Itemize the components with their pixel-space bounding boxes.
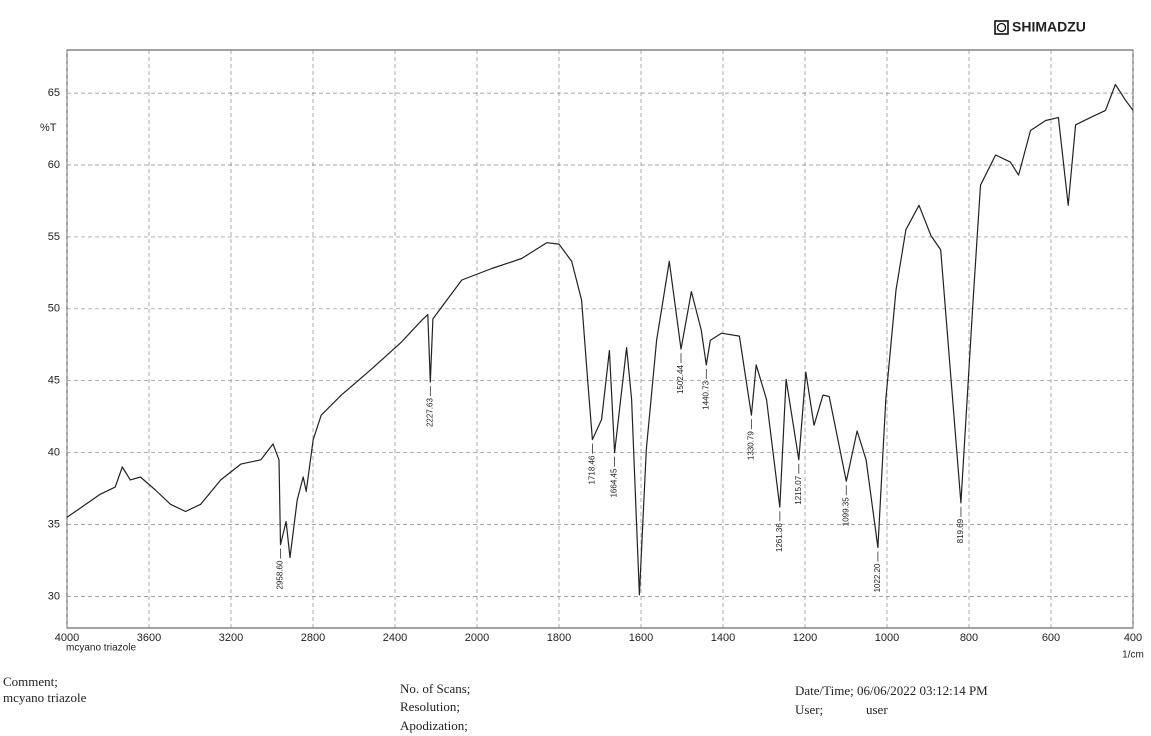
logo-box	[994, 20, 1009, 35]
brand-logo: SHIMADZU	[994, 19, 1086, 35]
x-axis-label: 1/cm	[1122, 650, 1144, 661]
x-tick-label: 1000	[875, 632, 899, 644]
y-tick-label: 60	[48, 159, 60, 171]
peak-label: 1440.73	[701, 380, 710, 409]
x-tick-label: 3600	[137, 632, 161, 644]
user-label: User;	[795, 702, 823, 717]
y-tick-label: 45	[48, 375, 60, 387]
scans: No. of Scans;	[400, 681, 470, 696]
logo-circle	[996, 22, 1007, 33]
y-tick-label: 35	[48, 518, 60, 530]
y-axis-label: %T	[40, 122, 57, 134]
x-tick-label: 1400	[711, 632, 735, 644]
spectrum-line	[66, 83, 1134, 596]
x-tick-label: 4000	[55, 632, 79, 644]
peak-label: 1718.46	[588, 455, 597, 484]
y-tick-label: 55	[48, 231, 60, 243]
x-tick-label: 600	[1042, 632, 1060, 644]
resolution: Resolution;	[400, 699, 460, 714]
plot-frame	[66, 49, 1134, 629]
y-tick-label: 65	[48, 87, 60, 99]
x-tick-label: 400	[1124, 632, 1142, 644]
x-tick-label: 2400	[383, 632, 407, 644]
x-tick-label: 1600	[629, 632, 653, 644]
peak-label: 1022.20	[873, 563, 882, 592]
brand-name: SHIMADZU	[1012, 19, 1086, 35]
datetime: Date/Time; 06/06/2022 03:12:14 PM	[795, 683, 988, 698]
peak-label: 1664.45	[610, 468, 619, 497]
comment-label: Comment;	[3, 674, 58, 689]
y-tick-label: 30	[48, 590, 60, 602]
apodization: Apodization;	[400, 718, 468, 733]
sample-name: mcyano triazole	[66, 643, 136, 654]
y-tick-label: 40	[48, 446, 60, 458]
peak-label: 1099.35	[841, 497, 850, 526]
x-tick-label: 1800	[547, 632, 571, 644]
peak-label: 1330.79	[747, 431, 756, 460]
x-tick-label: 800	[960, 632, 978, 644]
peak-label: 1502.44	[676, 365, 685, 394]
peak-label: 1261.36	[775, 523, 784, 552]
y-tick-label: 50	[48, 303, 60, 315]
comment: mcyano triazole	[3, 690, 87, 705]
peak-label: 819.69	[956, 518, 965, 543]
x-tick-label: 3200	[219, 632, 243, 644]
x-tick-label: 1200	[793, 632, 817, 644]
user: user	[866, 702, 888, 717]
peak-label: 2227.63	[425, 398, 434, 427]
x-tick-label: 2000	[465, 632, 489, 644]
peak-label: 1215.07	[794, 475, 803, 504]
peak-label: 2958.60	[276, 560, 285, 589]
x-tick-label: 2800	[301, 632, 325, 644]
